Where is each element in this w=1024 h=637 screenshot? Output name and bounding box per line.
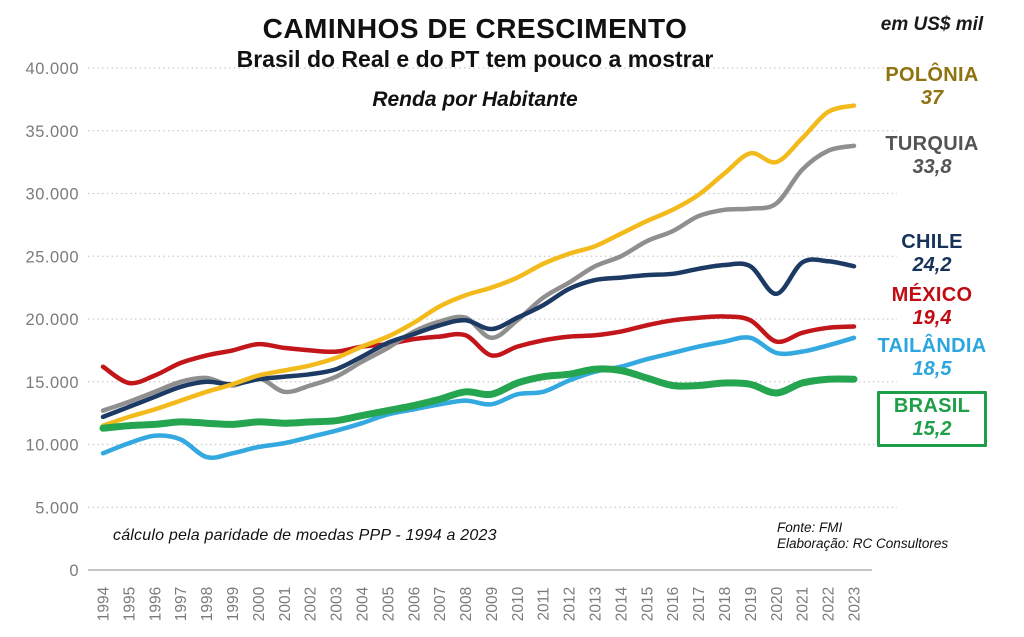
x-tick-label: 2018 [717, 587, 734, 621]
series-line-brasil [99, 365, 858, 432]
source-line: Fonte: FMI [777, 520, 843, 535]
legend-item-tailandia: TAILÂNDIA 18,5 [862, 335, 1002, 381]
x-tick-label: 2017 [691, 587, 708, 621]
x-tick-label: 1997 [173, 587, 190, 621]
x-tick-label: 2002 [303, 587, 320, 621]
series-line-tailandia [100, 335, 857, 460]
x-tick-label: 2016 [665, 587, 682, 621]
y-tick-label: 25.000 [26, 248, 79, 266]
x-tick-label: 2022 [821, 587, 838, 621]
x-tick-label: 1995 [121, 587, 138, 621]
legend-value: 33,8 [912, 156, 952, 178]
legend-item-turquia: TURQUIA 33,8 [862, 133, 1002, 179]
x-tick-label: 2009 [484, 587, 501, 621]
y-tick-label: 35.000 [26, 123, 79, 141]
x-tick-label: 1998 [199, 587, 216, 621]
x-tick-label: 2005 [380, 587, 397, 621]
x-tick-label: 2003 [329, 587, 346, 621]
legend-label: POLÔNIA [885, 64, 979, 86]
legend-value: 18,5 [912, 358, 952, 380]
x-tick-label: 2000 [251, 586, 268, 621]
legend-value: 15,2 [912, 418, 952, 440]
series-line-turquia [100, 143, 857, 413]
legend: POLÔNIA 37 TURQUIA 33,8 CHILE 24,2 MÉXICO 19,4 T… [862, 0, 1002, 637]
page-subtitle: Brasil do Real e do PT tem pouco a mostr… [236, 46, 714, 72]
legend-label: CHILE [901, 231, 963, 253]
legend-item-brasil: BRASIL 15,2 [862, 391, 1002, 447]
x-tick-label: 2010 [510, 586, 527, 621]
x-tick-label: 2013 [588, 587, 605, 621]
legend-label: BRASIL [893, 395, 971, 417]
x-tick-label: 1994 [96, 586, 113, 621]
x-tick-label: 2011 [536, 587, 553, 620]
x-tick-label: 2023 [847, 587, 864, 621]
legend-value: 19,4 [912, 307, 952, 329]
x-tick-label: 2004 [354, 586, 371, 621]
brasil-box: BRASIL 15,2 [876, 391, 988, 447]
y-tick-label: 30.000 [26, 186, 79, 204]
legend-label: MÉXICO [891, 284, 973, 306]
elaboration-line: Elaboração: RC Consultores [777, 536, 949, 551]
legend-item-polonia: POLÔNIA 37 [862, 64, 1002, 110]
y-tick-label: 0 [69, 562, 79, 580]
x-tick-label: 2006 [406, 587, 423, 621]
page-title: CAMINHOS DE CRESCIMENTO [262, 13, 688, 44]
y-tick-label: 15.000 [26, 374, 79, 392]
x-tick-label: 2012 [562, 587, 579, 621]
series-line-mexico [100, 314, 857, 386]
legend-item-mexico: MÉXICO 19,4 [862, 284, 1002, 330]
legend-item-chile: CHILE 24,2 [862, 231, 1002, 277]
x-tick-label: 1996 [147, 587, 164, 621]
x-tick-label: 2015 [639, 587, 656, 621]
footnote: cálculo pela paridade de moedas PPP - 19… [113, 527, 497, 544]
unit-label: em US$ mil [880, 14, 984, 35]
y-tick-label: 5.000 [35, 499, 79, 517]
source-note: Fonte: FMI Elaboração: RC Consultores [777, 520, 948, 552]
x-tick-label: 2020 [769, 586, 786, 621]
legend-value: 24,2 [912, 254, 952, 276]
legend-label: TAILÂNDIA [877, 335, 987, 357]
x-tick-label: 2007 [432, 587, 449, 621]
x-tick-label: 1999 [225, 587, 242, 621]
x-tick-label: 2014 [613, 586, 630, 621]
y-tick-label: 10.000 [26, 437, 79, 455]
x-tick-label: 2021 [795, 587, 812, 621]
series-line-polonia [100, 103, 857, 428]
x-tick-label: 2001 [277, 587, 294, 621]
legend-label: TURQUIA [885, 133, 979, 155]
x-tick-label: 2008 [458, 587, 475, 621]
legend-value: 37 [920, 87, 944, 109]
y-tick-label: 40.000 [26, 60, 79, 78]
chart-title: Renda por Habitante [372, 88, 578, 111]
y-tick-label: 20.000 [26, 311, 79, 329]
x-tick-label: 2019 [743, 587, 760, 621]
